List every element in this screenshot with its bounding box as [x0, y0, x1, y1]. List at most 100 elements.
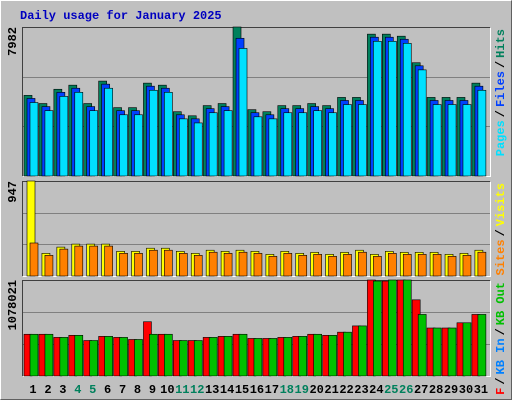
bar	[134, 339, 143, 377]
x-tick-label: 7	[119, 383, 126, 397]
bar	[343, 254, 352, 277]
legend-separator: /	[494, 61, 508, 68]
bar	[447, 104, 457, 177]
legend-entry: KB F	[494, 388, 508, 400]
bar	[164, 92, 173, 177]
bar	[193, 255, 203, 277]
y-tick-label: 947	[6, 181, 20, 203]
bar	[253, 116, 263, 177]
bar	[238, 48, 248, 177]
bar	[298, 336, 308, 377]
bar	[29, 102, 39, 177]
bar	[238, 333, 248, 377]
legend-separator: /	[494, 377, 508, 384]
bar	[164, 333, 173, 377]
x-tick-label: 23	[354, 383, 368, 397]
bar	[238, 251, 248, 277]
bar	[223, 336, 233, 377]
bar	[29, 333, 39, 377]
bar	[119, 253, 128, 277]
bar	[59, 96, 69, 177]
x-tick-label: 20	[309, 383, 323, 397]
bar	[44, 255, 54, 277]
bar	[388, 253, 397, 277]
bar	[253, 253, 263, 277]
bar	[89, 340, 99, 377]
bar	[193, 340, 203, 377]
bar	[477, 251, 487, 277]
bar	[134, 253, 143, 277]
x-tick-label: 12	[190, 383, 204, 397]
x-tick-label: 27	[414, 383, 428, 397]
bar	[477, 314, 487, 377]
plot-border-light	[22, 27, 491, 177]
chart-title: Daily usage for January 2025	[20, 9, 222, 23]
x-tick-label: 15	[235, 383, 249, 397]
x-tick-label: 21	[324, 383, 338, 397]
bar	[89, 245, 99, 277]
bar	[417, 254, 427, 277]
bar	[358, 325, 367, 377]
bar	[373, 280, 382, 377]
bar	[477, 89, 487, 177]
bar	[59, 337, 69, 377]
x-tick-label: 6	[104, 383, 111, 397]
bar	[462, 255, 472, 277]
bar	[208, 337, 218, 377]
bar	[268, 118, 278, 177]
x-tick-label: 24	[369, 383, 383, 397]
bar	[328, 335, 337, 377]
bar	[89, 110, 99, 177]
bar	[44, 110, 54, 177]
x-tick-label: 29	[444, 383, 458, 397]
bar	[283, 253, 293, 277]
bar	[74, 335, 84, 377]
bar	[59, 248, 69, 277]
y-tick-label: 1078021	[6, 280, 20, 330]
bar	[447, 327, 457, 377]
bar	[104, 87, 113, 177]
bar	[462, 322, 472, 377]
bar	[208, 112, 218, 177]
legend-entry: KB In	[494, 338, 508, 374]
x-tick-label: 3	[59, 383, 66, 397]
legend-entry: Sites	[494, 239, 508, 275]
bar	[432, 327, 442, 377]
x-tick-label: 14	[220, 383, 234, 397]
bar	[402, 254, 412, 277]
bar	[44, 333, 54, 377]
bar	[149, 249, 158, 277]
x-tick-label: 1	[29, 383, 36, 397]
bar	[164, 249, 173, 277]
legend-entry: KB Out	[494, 282, 508, 325]
x-tick-label: 31	[474, 383, 488, 397]
bar	[179, 340, 188, 377]
bar	[283, 337, 293, 377]
bar	[417, 314, 427, 377]
bar	[313, 333, 322, 377]
x-tick-label: 28	[429, 383, 443, 397]
legend-separator: /	[494, 229, 508, 236]
x-tick-label: 22	[339, 383, 353, 397]
bar	[373, 40, 382, 177]
bar	[208, 251, 218, 277]
bar	[358, 251, 367, 277]
x-tick-label: 11	[175, 383, 189, 397]
bar	[283, 112, 293, 177]
legend-separator: /	[494, 110, 508, 117]
bar	[29, 242, 39, 277]
x-tick-label: 2	[44, 383, 51, 397]
legend-separator: /	[494, 328, 508, 335]
plot-border-dark	[22, 181, 491, 277]
x-tick-label: 4	[74, 383, 81, 397]
bar	[328, 256, 337, 277]
bar	[432, 104, 442, 177]
bar	[193, 122, 203, 177]
legend: Sites / Visits	[494, 183, 508, 275]
bar	[223, 253, 233, 277]
bar	[179, 253, 188, 277]
bar	[119, 337, 128, 377]
bar	[298, 112, 308, 177]
bar	[134, 114, 143, 177]
